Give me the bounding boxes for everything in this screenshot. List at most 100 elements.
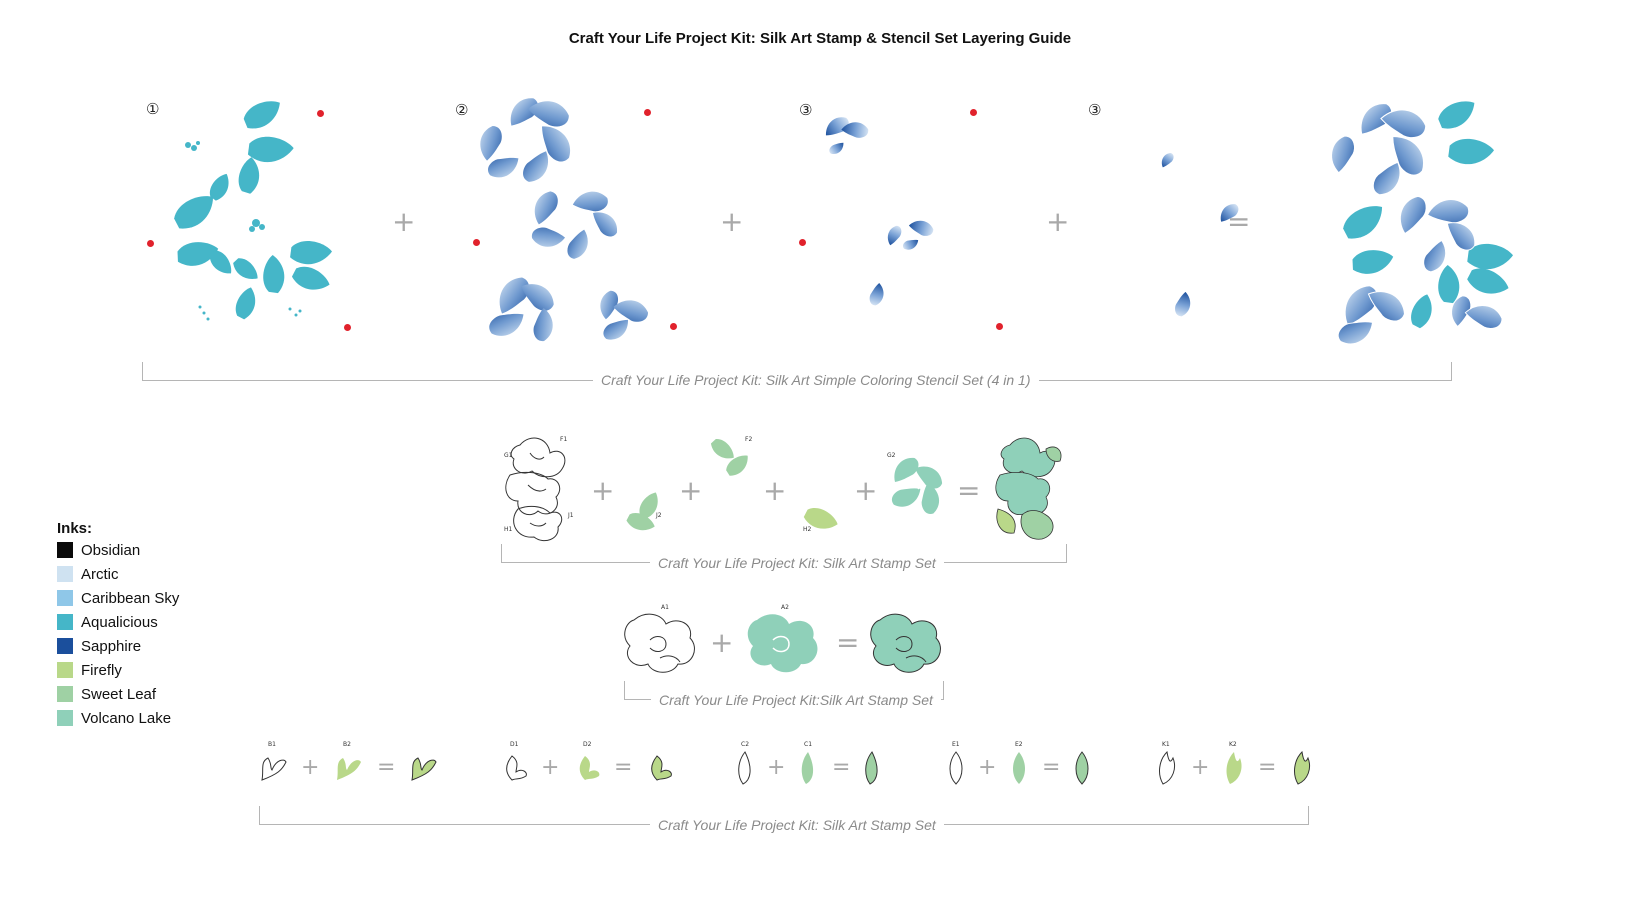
ink-legend: Inks: Obsidian Arctic Caribbean Sky Aqualic… bbox=[57, 520, 179, 730]
stamp-leaf-b2 bbox=[337, 758, 361, 780]
stamp-label: H2 bbox=[803, 526, 812, 533]
stencil-final-composite bbox=[1323, 99, 1515, 351]
stamp-composite-flowers bbox=[995, 437, 1062, 540]
plus-operator: + bbox=[679, 474, 703, 507]
stencil-layer-4-petals bbox=[1160, 152, 1239, 319]
ink-swatch bbox=[57, 614, 73, 630]
plus-operator: + bbox=[541, 755, 560, 780]
stamp-leaf-c1 bbox=[801, 752, 814, 784]
stencil-layer-1-leaves bbox=[170, 99, 334, 322]
equals-operator: = bbox=[614, 755, 633, 780]
stamp-label: B2 bbox=[343, 741, 351, 748]
registration-dot bbox=[147, 240, 154, 247]
ink-name: Volcano Lake bbox=[81, 709, 172, 727]
stencil-layer-2-petals bbox=[472, 92, 651, 344]
ink-name: Caribbean Sky bbox=[81, 589, 180, 607]
plus-operator: + bbox=[591, 474, 615, 507]
equals-operator: = bbox=[957, 474, 981, 507]
registration-dot bbox=[473, 239, 480, 246]
ink-name: Firefly bbox=[81, 661, 122, 679]
ink-name: Sweet Leaf bbox=[81, 685, 157, 703]
stamp-outline-a1 bbox=[624, 613, 695, 673]
stamp-main-caption: Craft Your Life Project Kit: Silk Art St… bbox=[650, 555, 944, 571]
registration-dot bbox=[799, 239, 806, 246]
registration-dot bbox=[644, 109, 651, 116]
equals-operator: = bbox=[1042, 755, 1061, 780]
step-3b-marker: ③ bbox=[1088, 101, 1102, 119]
stamp-composite-e bbox=[1075, 751, 1089, 785]
stamp-label: A2 bbox=[781, 604, 789, 611]
stamp-label: B1 bbox=[268, 741, 276, 748]
plus-operator: + bbox=[720, 205, 744, 238]
plus-operator: + bbox=[978, 755, 997, 780]
legend-item: Obsidian bbox=[57, 538, 179, 562]
ink-swatch bbox=[57, 638, 73, 654]
stamp-outline-g1-f1-h1-j1 bbox=[505, 437, 566, 542]
stamp-leaf-k2 bbox=[1226, 752, 1242, 784]
stamp-leaf-e2 bbox=[1013, 752, 1025, 784]
ink-name: Arctic bbox=[81, 565, 119, 583]
equals-operator: = bbox=[377, 755, 396, 780]
stamp-composite-d bbox=[651, 755, 672, 781]
registration-dot bbox=[344, 324, 351, 331]
stamp-outline-e1 bbox=[949, 751, 963, 785]
equals-operator: = bbox=[836, 626, 860, 659]
stamp-label: G2 bbox=[887, 452, 896, 459]
plus-operator: + bbox=[1046, 205, 1070, 238]
plus-operator: + bbox=[763, 474, 787, 507]
plus-operator: + bbox=[392, 205, 416, 238]
stamp-label: E2 bbox=[1015, 741, 1023, 748]
ink-swatch bbox=[57, 566, 73, 582]
stamp-label: C1 bbox=[804, 741, 813, 748]
stamp-label: A1 bbox=[661, 604, 669, 611]
step-1-marker: ① bbox=[146, 100, 160, 118]
stamp-label: C2 bbox=[741, 741, 750, 748]
stamp-small-caption: Craft Your Life Project Kit: Silk Art St… bbox=[650, 817, 944, 833]
legend-item: Volcano Lake bbox=[57, 706, 179, 730]
ink-swatch bbox=[57, 710, 73, 726]
stencil-caption: Craft Your Life Project Kit: Silk Art Si… bbox=[593, 372, 1039, 388]
step-3-marker: ③ bbox=[799, 101, 813, 119]
stamp-outline-b1 bbox=[261, 757, 287, 781]
stamp-composite-a bbox=[870, 613, 941, 673]
ink-swatch bbox=[57, 662, 73, 678]
registration-dot bbox=[317, 110, 324, 117]
registration-dot bbox=[970, 109, 977, 116]
stamp-label: H1 bbox=[504, 526, 513, 533]
legend-item: Sweet Leaf bbox=[57, 682, 179, 706]
legend-item: Sapphire bbox=[57, 634, 179, 658]
page-title: Craft Your Life Project Kit: Silk Art St… bbox=[568, 30, 1072, 47]
ink-name: Aqualicious bbox=[81, 613, 158, 631]
stamp-outline-k1 bbox=[1159, 750, 1176, 785]
ink-swatch bbox=[57, 542, 73, 558]
legend-title: Inks: bbox=[57, 520, 93, 537]
stencil-layer-3-petals bbox=[825, 114, 936, 307]
registration-dot bbox=[670, 323, 677, 330]
stamp-label: F2 bbox=[745, 436, 753, 443]
ink-swatch bbox=[57, 590, 73, 606]
legend-item: Arctic bbox=[57, 562, 179, 586]
plus-operator: + bbox=[767, 755, 786, 780]
equals-operator: = bbox=[1258, 755, 1277, 780]
step-2-marker: ② bbox=[455, 101, 469, 119]
legend-item: Caribbean Sky bbox=[57, 586, 179, 610]
stamp-outline-d1 bbox=[506, 755, 527, 781]
stamp-label: D2 bbox=[583, 741, 592, 748]
ink-swatch bbox=[57, 686, 73, 702]
stamp-label: D1 bbox=[510, 741, 519, 748]
plus-operator: + bbox=[1191, 755, 1210, 780]
stamp-leaf-d2 bbox=[579, 756, 600, 780]
equals-operator: = bbox=[832, 755, 851, 780]
stamp-label: E1 bbox=[952, 741, 960, 748]
stamp-label: J1 bbox=[568, 512, 574, 519]
stamp-flower-g2 bbox=[890, 457, 947, 517]
stamp-composite-k bbox=[1294, 750, 1311, 785]
stamp-label: G1 bbox=[504, 452, 513, 459]
stamp-flower-caption: Craft Your Life Project Kit:Silk Art Sta… bbox=[651, 692, 941, 708]
plus-operator: + bbox=[710, 626, 734, 659]
stamp-composite-b bbox=[411, 757, 437, 781]
legend-item: Aqualicious bbox=[57, 610, 179, 634]
plus-operator: + bbox=[301, 755, 320, 780]
stamp-flower-a2 bbox=[747, 614, 818, 673]
stamp-composite-c bbox=[865, 751, 878, 785]
